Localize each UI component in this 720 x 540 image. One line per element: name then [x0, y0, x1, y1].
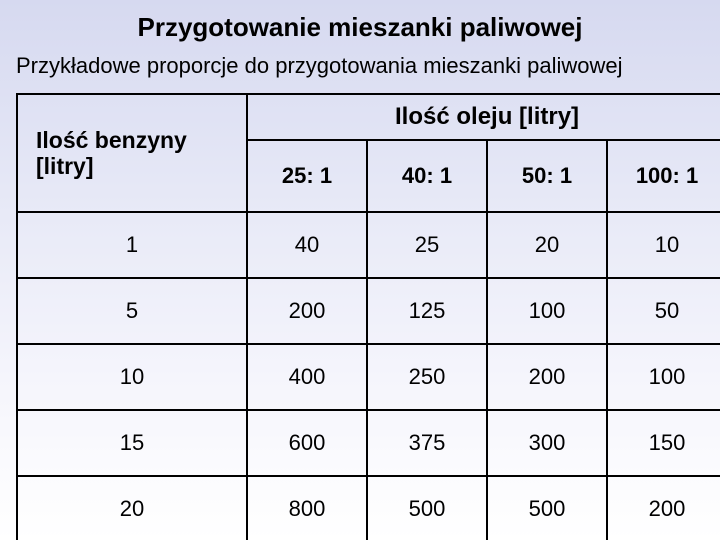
val-cell: 100 — [487, 278, 607, 344]
page-root: Przygotowanie mieszanki paliwowej Przykł… — [0, 0, 720, 540]
val-cell: 500 — [487, 476, 607, 540]
val-cell: 150 — [607, 410, 720, 476]
val-cell: 25 — [367, 212, 487, 278]
val-cell: 50 — [607, 278, 720, 344]
val-cell: 125 — [367, 278, 487, 344]
val-cell: 40 — [247, 212, 367, 278]
ratio-col-2: 50: 1 — [487, 140, 607, 212]
table-row: 5 200 125 100 50 — [17, 278, 720, 344]
val-cell: 400 — [247, 344, 367, 410]
benz-cell: 20 — [17, 476, 247, 540]
row-header-label: Ilość benzyny [litry] — [17, 94, 247, 212]
table-row: 20 800 500 500 200 — [17, 476, 720, 540]
ratio-col-3: 100: 1 — [607, 140, 720, 212]
val-cell: 250 — [367, 344, 487, 410]
page-subtitle: Przykładowe proporcje do przygotowania m… — [16, 53, 704, 79]
benz-cell: 15 — [17, 410, 247, 476]
oil-header: Ilość oleju [litry] — [247, 94, 720, 140]
table-row: 10 400 250 200 100 — [17, 344, 720, 410]
val-cell: 800 — [247, 476, 367, 540]
val-cell: 600 — [247, 410, 367, 476]
val-cell: 375 — [367, 410, 487, 476]
table-row: 15 600 375 300 150 — [17, 410, 720, 476]
val-cell: 10 — [607, 212, 720, 278]
mix-table: Ilość benzyny [litry] Ilość oleju [litry… — [16, 93, 720, 540]
val-cell: 500 — [367, 476, 487, 540]
val-cell: 200 — [607, 476, 720, 540]
table-row: 1 40 25 20 10 — [17, 212, 720, 278]
page-title: Przygotowanie mieszanki paliwowej — [16, 12, 704, 43]
benz-cell: 1 — [17, 212, 247, 278]
ratio-col-0: 25: 1 — [247, 140, 367, 212]
ratio-col-1: 40: 1 — [367, 140, 487, 212]
benz-cell: 5 — [17, 278, 247, 344]
benz-cell: 10 — [17, 344, 247, 410]
val-cell: 200 — [247, 278, 367, 344]
table-header-row-1: Ilość benzyny [litry] Ilość oleju [litry… — [17, 94, 720, 140]
val-cell: 300 — [487, 410, 607, 476]
val-cell: 100 — [607, 344, 720, 410]
val-cell: 200 — [487, 344, 607, 410]
val-cell: 20 — [487, 212, 607, 278]
